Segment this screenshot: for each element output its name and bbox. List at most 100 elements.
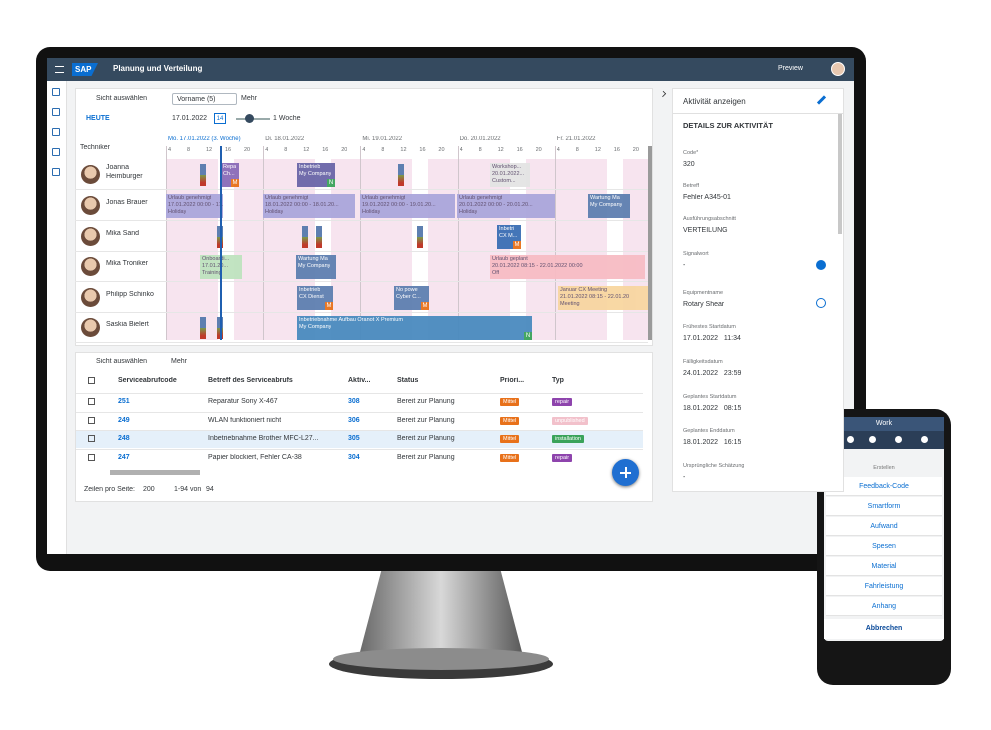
technician-name[interactable]: Philipp Schinko [106,291,154,298]
row-checkbox[interactable] [88,435,95,442]
technician-name[interactable]: Saskia Bielert [106,321,149,328]
page-size[interactable]: 200 [143,486,155,493]
menu-item[interactable]: Feedback-Code [826,477,942,496]
row-checkbox[interactable] [88,398,95,405]
task[interactable]: Wartung Ma My Company [588,194,630,218]
day-separator [360,146,362,340]
task[interactable]: No powe Cyber C... M [394,286,429,310]
help-icon[interactable] [816,260,826,270]
table-more[interactable]: Mehr [171,358,187,365]
hour-label: 4 [265,147,269,153]
hour-label: 12 [594,147,601,153]
cell[interactable]: 306 [348,416,360,424]
app-title[interactable]: Planung und Verteilung [113,64,203,73]
add-v [625,467,627,478]
table-row[interactable] [76,430,643,448]
cell[interactable]: 249 [118,416,130,424]
menu-item[interactable]: Anhang [826,597,942,616]
row-checkbox[interactable] [88,416,95,424]
more[interactable]: Mehr [241,95,257,102]
field-label: Code* [683,150,699,156]
detail-section[interactable]: DETAILS ZUR AKTIVITÄT [683,121,773,130]
row-checkbox[interactable] [88,453,95,461]
side-icon[interactable] [52,148,60,156]
task[interactable]: Urlaub genehmigt 19.01.2022 00:00 - 19.01… [360,194,455,218]
task[interactable]: Januar CX Meeting 21.01.2022 08:15 - 22.0… [558,286,648,310]
cell: Bereit zur Planung [397,453,455,461]
cell[interactable]: 251 [118,398,130,405]
task-text: My Company [298,263,331,269]
task[interactable]: Urlaub genehmigt 20.01.2022 00:00 - 20.01… [457,194,555,218]
hour-label: 20 [438,147,445,153]
column-header[interactable]: Priori... [500,377,525,384]
cell[interactable]: 248 [118,435,130,442]
hour-label: 4 [362,147,366,153]
task-text: Holiday [265,209,284,215]
cell[interactable]: 247 [118,453,130,461]
task-text: Urlaub genehmigt [459,195,503,201]
side-icon[interactable] [52,108,60,116]
task-text: 17.01.20... [202,263,228,269]
side-icon[interactable] [52,88,60,96]
technician-name[interactable]: Mika Sand [106,230,140,237]
table-row[interactable] [76,448,643,467]
technician-name[interactable]: Joanna [106,164,129,171]
cell[interactable]: 305 [348,435,360,442]
task[interactable]: Workshop... 20.01.2022... Custom... [490,163,530,187]
column-header[interactable]: Aktiv... [348,377,371,384]
menu-item[interactable]: Spesen [826,537,942,556]
view-select[interactable]: Sicht auswählen [96,95,147,102]
header-checkbox[interactable] [88,377,95,384]
task[interactable]: Inbetriebnahme Aufbau Oranot X Premium My… [297,316,532,340]
table-row[interactable] [76,393,643,411]
column-header[interactable]: Status [397,377,419,384]
technician-photo [81,165,100,184]
column-header[interactable]: Typ [552,377,564,384]
filter-token[interactable]: Vorname (5) [172,93,237,105]
menu-item[interactable]: Aufwand [826,517,942,536]
menu-item[interactable]: Material [826,557,942,576]
slider-knob[interactable] [245,114,254,123]
technician-name[interactable]: Mika Troniker [106,260,149,267]
day-label: Fr. 21.01.2022 [556,136,596,142]
hour-label: 8 [284,147,288,153]
avatar[interactable] [831,62,845,76]
today-button[interactable]: HEUTE [86,115,110,122]
column-header[interactable]: Serviceabrufcode [118,377,177,384]
hour-label: 12 [400,147,407,153]
task[interactable]: Inbetrieb CX Dienst M [297,286,333,310]
info-icon[interactable] [816,298,826,308]
task-text: CX Dienst [299,294,324,300]
technician-name[interactable]: Heimburger [106,173,143,180]
task[interactable]: Repa Ch... M [221,163,239,187]
task-text: Januar CX Meeting [560,287,608,293]
cancel-button[interactable]: Abbrechen [824,619,944,639]
detail-title: Aktivität anzeigen [683,97,746,106]
task[interactable]: Urlaub genehmigt 18.01.2022 00:00 - 18.01… [263,194,355,218]
hour-label: 4 [556,147,560,153]
side-icon[interactable] [52,168,60,176]
table-row[interactable] [76,411,643,430]
task[interactable]: Inbetri CX M... M [497,225,521,249]
side-icon[interactable] [52,128,60,136]
day-separator [263,146,265,340]
row-line [75,312,648,313]
task[interactable]: Inbetrieb My Company N [297,163,335,187]
cell[interactable]: 304 [348,453,360,461]
range: 1 Woche [273,115,301,122]
task-text: Urlaub geplant [492,256,528,262]
table-view-select[interactable]: Sicht auswählen [96,358,147,365]
shell-bar [47,58,854,81]
task[interactable]: Urlaub geplant 20.01.2022 08:15 - 22.01.2… [490,255,645,279]
task-text: Inbetri [499,226,515,232]
menu-item[interactable]: Smartform [826,497,942,516]
technician-name[interactable]: Jonas Brauer [106,199,148,206]
column-header[interactable]: Betreff des Serviceabrufs [208,377,293,384]
task[interactable]: Wartung Ma My Company [296,255,336,279]
day-separator [166,146,167,340]
cell[interactable]: 308 [348,398,360,405]
menu-item[interactable]: Fahrleistung [826,577,942,596]
footer-label: Zeilen pro Seite: [84,486,135,493]
date-picker[interactable]: 14 [214,113,226,124]
